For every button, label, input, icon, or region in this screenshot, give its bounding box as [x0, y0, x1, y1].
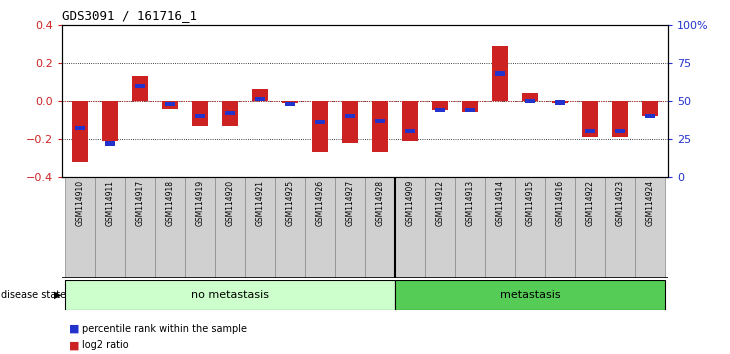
- Bar: [495, 72, 505, 76]
- Bar: [345, 114, 356, 118]
- Text: ▶: ▶: [54, 290, 61, 300]
- Bar: [215, 177, 245, 278]
- Text: GSM114921: GSM114921: [255, 180, 264, 226]
- Bar: [645, 114, 656, 118]
- Bar: [605, 177, 635, 278]
- Bar: [522, 93, 538, 101]
- Bar: [615, 129, 626, 133]
- Bar: [555, 100, 565, 104]
- Bar: [575, 177, 605, 278]
- Text: GSM114917: GSM114917: [136, 180, 145, 226]
- Bar: [65, 177, 95, 278]
- Bar: [492, 46, 508, 101]
- Bar: [462, 101, 478, 112]
- Bar: [252, 90, 268, 101]
- Bar: [245, 177, 275, 278]
- Text: GSM114923: GSM114923: [615, 180, 624, 226]
- Text: GSM114916: GSM114916: [556, 180, 564, 226]
- Bar: [515, 177, 545, 278]
- Text: GSM114918: GSM114918: [166, 180, 174, 226]
- Bar: [402, 101, 418, 141]
- Bar: [342, 101, 358, 143]
- Bar: [165, 102, 175, 106]
- Bar: [404, 129, 415, 133]
- Text: ■: ■: [69, 324, 80, 333]
- Bar: [372, 101, 388, 152]
- Text: GSM114912: GSM114912: [436, 180, 445, 226]
- Bar: [162, 101, 178, 108]
- Bar: [72, 101, 88, 162]
- Text: GSM114909: GSM114909: [405, 180, 415, 226]
- Bar: [635, 177, 665, 278]
- Bar: [545, 177, 575, 278]
- Bar: [222, 101, 238, 126]
- Text: GSM114914: GSM114914: [496, 180, 504, 226]
- Bar: [585, 129, 596, 133]
- Text: ■: ■: [69, 340, 80, 350]
- Text: no metastasis: no metastasis: [191, 290, 269, 300]
- Text: GSM114915: GSM114915: [526, 180, 534, 226]
- Text: GSM114924: GSM114924: [645, 180, 655, 226]
- Bar: [365, 177, 395, 278]
- Text: GSM114919: GSM114919: [196, 180, 204, 226]
- Bar: [101, 101, 118, 141]
- Text: GSM114913: GSM114913: [466, 180, 474, 226]
- Text: GSM114925: GSM114925: [285, 180, 294, 226]
- Bar: [65, 280, 395, 310]
- Bar: [195, 114, 205, 118]
- Bar: [125, 177, 155, 278]
- Bar: [155, 177, 185, 278]
- Bar: [552, 101, 568, 103]
- Bar: [395, 280, 665, 310]
- Text: GSM114922: GSM114922: [585, 180, 594, 226]
- Text: GSM114920: GSM114920: [226, 180, 234, 226]
- Bar: [335, 177, 365, 278]
- Text: GDS3091 / 161716_1: GDS3091 / 161716_1: [62, 9, 197, 22]
- Bar: [185, 177, 215, 278]
- Bar: [134, 84, 145, 88]
- Bar: [582, 101, 598, 137]
- Text: GSM114927: GSM114927: [345, 180, 355, 226]
- Bar: [255, 97, 266, 102]
- Text: GSM114926: GSM114926: [315, 180, 325, 226]
- Bar: [374, 119, 385, 123]
- Text: disease state: disease state: [1, 290, 66, 300]
- Bar: [431, 101, 448, 110]
- Text: log2 ratio: log2 ratio: [82, 340, 129, 350]
- Bar: [282, 101, 299, 103]
- Text: percentile rank within the sample: percentile rank within the sample: [82, 324, 247, 333]
- Bar: [192, 101, 208, 126]
- Text: GSM114910: GSM114910: [75, 180, 85, 226]
- Bar: [225, 111, 235, 115]
- Bar: [455, 177, 485, 278]
- Bar: [425, 177, 455, 278]
- Bar: [315, 120, 326, 124]
- Bar: [74, 126, 85, 130]
- Bar: [525, 99, 535, 103]
- Bar: [464, 108, 475, 112]
- Bar: [95, 177, 125, 278]
- Bar: [642, 101, 658, 116]
- Bar: [612, 101, 629, 137]
- Bar: [485, 177, 515, 278]
- Bar: [312, 101, 328, 152]
- Text: metastasis: metastasis: [499, 290, 561, 300]
- Bar: [434, 108, 445, 112]
- Bar: [132, 76, 148, 101]
- Bar: [275, 177, 305, 278]
- Bar: [305, 177, 335, 278]
- Bar: [395, 177, 425, 278]
- Text: GSM114928: GSM114928: [375, 180, 385, 226]
- Bar: [285, 102, 296, 106]
- Text: GSM114911: GSM114911: [106, 180, 115, 226]
- Bar: [104, 141, 115, 145]
